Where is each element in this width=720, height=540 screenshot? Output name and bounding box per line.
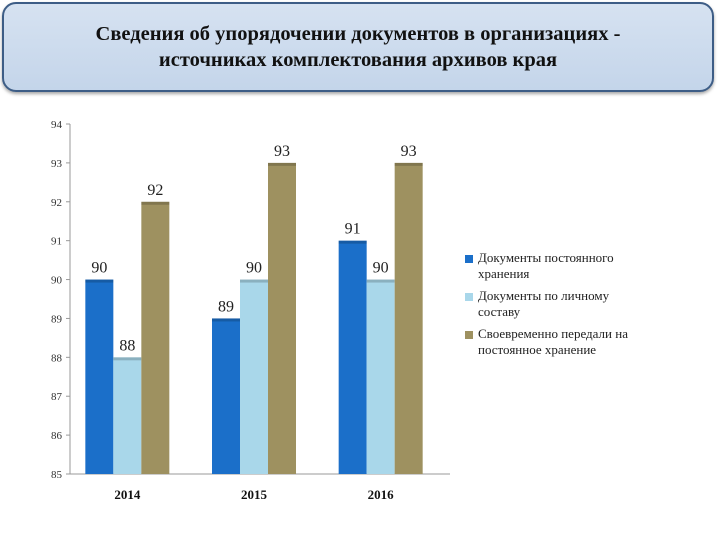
y-tick-label: 87 [51, 391, 63, 403]
legend-label: Документы по личному [478, 288, 610, 303]
data-label: 90 [246, 260, 262, 277]
y-tick-label: 85 [51, 469, 63, 481]
y-tick-label: 93 [51, 158, 63, 170]
data-label: 90 [373, 260, 389, 277]
legend-label: Документы постоянного [478, 250, 614, 265]
data-label: 93 [401, 143, 417, 160]
bar-top-shade [141, 201, 170, 205]
x-category-label: 2014 [114, 487, 141, 502]
x-axis-categories: 2014 2015 2016 [114, 487, 394, 502]
slide-title: Сведения об упорядочении документов в ор… [76, 21, 641, 73]
bar-top-shade [268, 162, 296, 166]
data-label: 89 [218, 298, 234, 315]
data-label: 91 [345, 221, 361, 238]
y-tick-label: 88 [51, 352, 63, 364]
bar [141, 201, 170, 474]
legend-item: Документы по личному составу [465, 288, 665, 320]
bar [113, 357, 142, 474]
data-label: 88 [119, 337, 135, 354]
bar-top-shade [85, 279, 114, 283]
y-tick-label: 86 [51, 430, 63, 442]
data-label: 93 [274, 143, 290, 160]
bar-top-shade [366, 279, 395, 283]
title-line-1: Сведения об упорядочении документов в ор… [95, 23, 621, 45]
bar [268, 162, 296, 474]
legend-label: хранения [478, 266, 530, 281]
title-banner: Сведения об упорядочении документов в ор… [2, 2, 714, 92]
y-tick-label: 92 [51, 197, 62, 209]
legend-swatch [465, 255, 473, 263]
legend-label: составу [478, 304, 521, 319]
bar [240, 279, 268, 474]
bars: 90 89 91 88 90 90 92 93 93 [85, 143, 423, 474]
y-tick-label: 91 [51, 236, 62, 248]
y-axis-ticks: 85 86 87 88 89 90 91 92 93 94 [51, 119, 70, 481]
bar [85, 279, 114, 474]
y-tick-label: 90 [51, 275, 63, 287]
bar [212, 318, 240, 474]
legend-label: постоянное хранение [478, 342, 597, 357]
y-tick-label: 89 [51, 313, 63, 325]
legend: Документы постоянного хранения Документы п… [465, 250, 665, 364]
bar-top-shade [212, 318, 240, 322]
y-tick-label: 94 [51, 119, 63, 131]
data-label: 90 [91, 260, 107, 277]
title-line-2: источниках комплектования архивов края [158, 49, 558, 71]
bar [394, 162, 423, 474]
bar-top-shade [394, 162, 423, 166]
bar-top-shade [113, 357, 142, 361]
x-category-label: 2015 [241, 487, 268, 502]
bar-top-shade [240, 279, 268, 283]
legend-item: Документы постоянного хранения [465, 250, 665, 282]
legend-swatch [465, 293, 473, 301]
bar [366, 279, 395, 474]
bar-top-shade [338, 240, 367, 244]
data-label: 92 [147, 182, 163, 199]
legend-item: Своевременно передали на постоянное хране… [465, 326, 665, 358]
legend-swatch [465, 331, 473, 339]
x-category-label: 2016 [368, 487, 395, 502]
legend-label: Своевременно передали на [478, 326, 628, 341]
bar [338, 240, 367, 474]
